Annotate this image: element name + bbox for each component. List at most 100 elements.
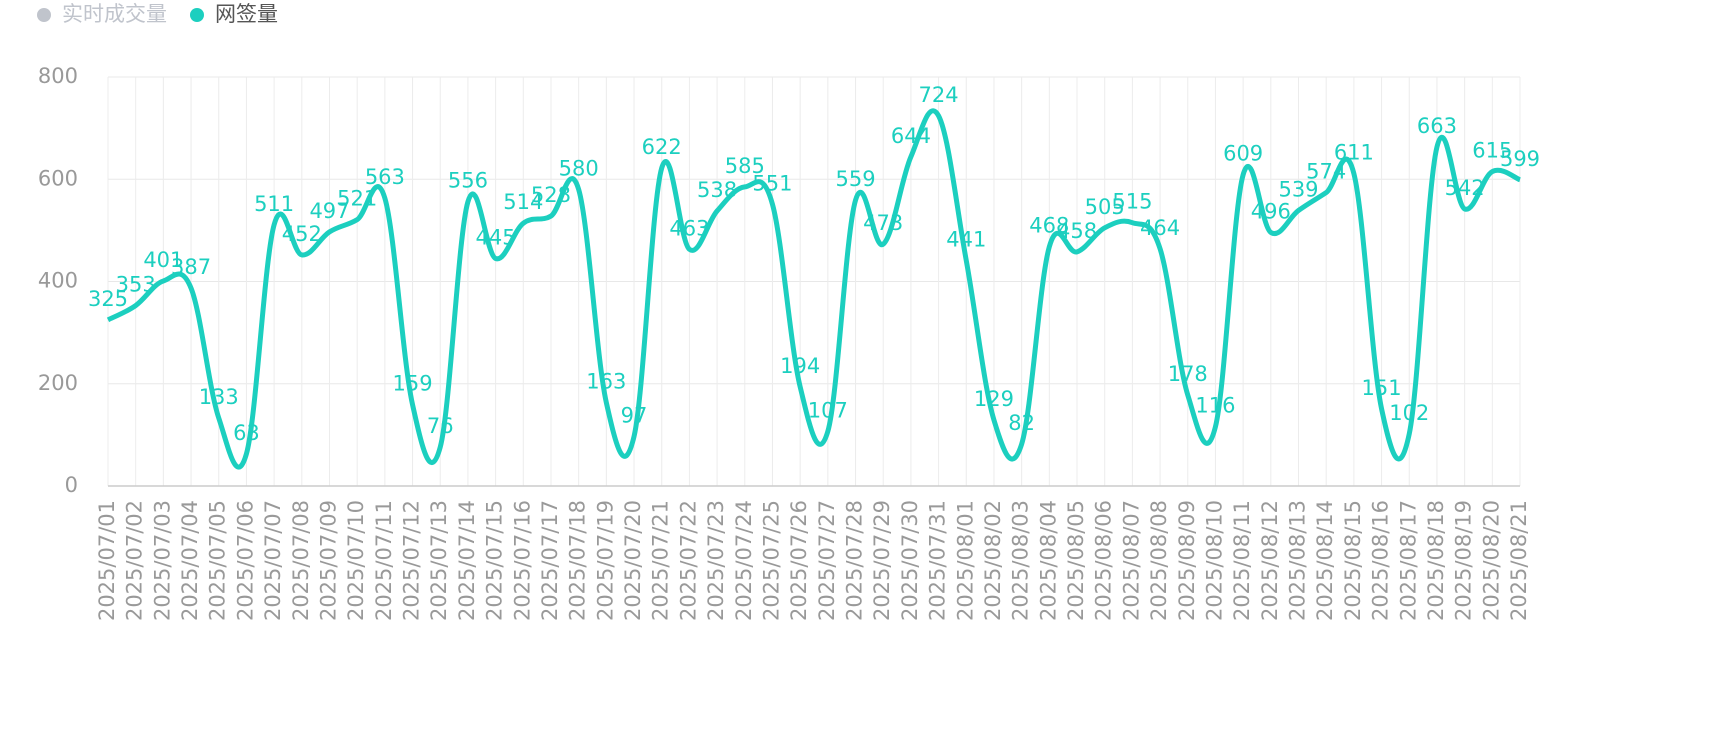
y-tick-label: 400 bbox=[38, 269, 78, 293]
data-label: 458 bbox=[1057, 219, 1097, 243]
data-label: 615 bbox=[1472, 139, 1512, 163]
x-tick-label: 2025/08/01 bbox=[953, 500, 977, 621]
x-tick-label: 2025/08/15 bbox=[1341, 500, 1365, 621]
x-tick-label: 2025/07/14 bbox=[455, 500, 479, 621]
x-tick-label: 2025/08/02 bbox=[981, 500, 1005, 621]
x-tick-label: 2025/07/15 bbox=[483, 500, 507, 621]
data-label: 445 bbox=[476, 225, 516, 249]
data-label: 515 bbox=[1112, 190, 1152, 214]
data-label: 538 bbox=[697, 178, 737, 202]
data-label: 401 bbox=[143, 248, 183, 272]
data-label: 724 bbox=[919, 83, 959, 107]
data-label: 107 bbox=[808, 398, 848, 422]
data-label: 622 bbox=[642, 135, 682, 159]
data-label: 609 bbox=[1223, 142, 1263, 166]
x-tick-label: 2025/08/04 bbox=[1036, 500, 1060, 621]
x-tick-label: 2025/08/09 bbox=[1175, 500, 1199, 621]
x-tick-label: 2025/07/19 bbox=[593, 500, 617, 621]
data-label: 563 bbox=[365, 165, 405, 189]
x-tick-label: 2025/07/02 bbox=[123, 500, 147, 621]
x-tick-label: 2025/07/25 bbox=[759, 500, 783, 621]
x-tick-label: 2025/07/17 bbox=[538, 500, 562, 621]
data-label: 611 bbox=[1334, 141, 1374, 165]
x-tick-label: 2025/07/07 bbox=[261, 500, 285, 621]
data-label: 599 bbox=[1500, 147, 1540, 171]
legend-label[interactable]: 网签量 bbox=[215, 2, 278, 26]
x-tick-label: 2025/07/30 bbox=[898, 500, 922, 621]
data-label: 542 bbox=[1445, 176, 1485, 200]
y-tick-label: 800 bbox=[38, 64, 78, 88]
data-label: 151 bbox=[1362, 376, 1402, 400]
data-label: 580 bbox=[559, 156, 599, 180]
x-tick-label: 2025/08/11 bbox=[1230, 500, 1254, 621]
data-label: 102 bbox=[1389, 401, 1429, 425]
x-tick-label: 2025/08/10 bbox=[1202, 500, 1226, 621]
x-tick-label: 2025/07/08 bbox=[289, 500, 313, 621]
data-label: 663 bbox=[1417, 114, 1457, 138]
x-tick-label: 2025/07/12 bbox=[400, 500, 424, 621]
x-tick-label: 2025/07/18 bbox=[566, 500, 590, 621]
x-tick-label: 2025/07/13 bbox=[427, 500, 451, 621]
x-tick-label: 2025/08/05 bbox=[1064, 500, 1088, 621]
legend-marker[interactable] bbox=[190, 8, 204, 22]
x-tick-label: 2025/07/03 bbox=[150, 500, 174, 621]
data-label: 463 bbox=[669, 216, 709, 240]
data-label: 82 bbox=[1008, 411, 1035, 435]
x-tick-label: 2025/07/26 bbox=[787, 500, 811, 621]
data-label: 387 bbox=[171, 255, 211, 279]
data-label: 129 bbox=[974, 387, 1014, 411]
data-label: 452 bbox=[282, 222, 322, 246]
legend-marker[interactable] bbox=[37, 8, 51, 22]
data-label: 194 bbox=[780, 354, 820, 378]
x-tick-label: 2025/08/08 bbox=[1147, 500, 1171, 621]
data-label: 644 bbox=[891, 124, 931, 148]
x-tick-label: 2025/07/05 bbox=[206, 500, 230, 621]
data-label: 514 bbox=[503, 190, 543, 214]
data-label: 585 bbox=[725, 154, 765, 178]
x-tick-label: 2025/07/10 bbox=[344, 500, 368, 621]
data-label: 574 bbox=[1306, 160, 1346, 184]
x-tick-label: 2025/07/24 bbox=[732, 500, 756, 621]
x-tick-label: 2025/08/14 bbox=[1313, 500, 1337, 621]
data-label: 441 bbox=[946, 228, 986, 252]
x-tick-label: 2025/08/13 bbox=[1286, 500, 1310, 621]
data-label: 505 bbox=[1085, 195, 1125, 219]
data-label: 97 bbox=[621, 403, 648, 427]
data-label: 539 bbox=[1278, 177, 1318, 201]
x-tick-label: 2025/08/12 bbox=[1258, 500, 1282, 621]
data-label: 325 bbox=[88, 287, 128, 311]
data-label: 497 bbox=[309, 199, 349, 223]
data-label: 528 bbox=[531, 183, 571, 207]
data-label: 76 bbox=[427, 414, 454, 438]
x-tick-label: 2025/08/17 bbox=[1396, 500, 1420, 621]
x-tick-label: 2025/08/18 bbox=[1424, 500, 1448, 621]
x-tick-label: 2025/07/06 bbox=[233, 500, 257, 621]
data-label: 116 bbox=[1195, 394, 1235, 418]
x-tick-label: 2025/08/20 bbox=[1479, 500, 1503, 621]
x-tick-label: 2025/08/03 bbox=[1009, 500, 1033, 621]
x-tick-label: 2025/07/16 bbox=[510, 500, 534, 621]
data-label: 163 bbox=[586, 370, 626, 394]
x-tick-label: 2025/07/22 bbox=[676, 500, 700, 621]
x-tick-label: 2025/07/28 bbox=[843, 500, 867, 621]
data-label: 159 bbox=[393, 372, 433, 396]
x-tick-label: 2025/07/23 bbox=[704, 500, 728, 621]
x-tick-label: 2025/08/06 bbox=[1092, 500, 1116, 621]
legend-label[interactable]: 实时成交量 bbox=[62, 2, 167, 26]
x-tick-label: 2025/08/07 bbox=[1119, 500, 1143, 621]
data-label: 63 bbox=[233, 421, 260, 445]
data-label: 178 bbox=[1168, 362, 1208, 386]
x-tick-label: 2025/07/27 bbox=[815, 500, 839, 621]
data-label: 133 bbox=[199, 385, 239, 409]
data-label: 496 bbox=[1251, 199, 1291, 223]
y-tick-label: 600 bbox=[38, 166, 78, 190]
data-label: 511 bbox=[254, 192, 294, 216]
data-label: 464 bbox=[1140, 216, 1180, 240]
data-label: 521 bbox=[337, 187, 377, 211]
data-label: 468 bbox=[1029, 214, 1069, 238]
x-tick-label: 2025/07/21 bbox=[649, 500, 673, 621]
y-tick-label: 200 bbox=[38, 371, 78, 395]
x-tick-label: 2025/07/04 bbox=[178, 500, 202, 621]
data-label: 556 bbox=[448, 169, 488, 193]
